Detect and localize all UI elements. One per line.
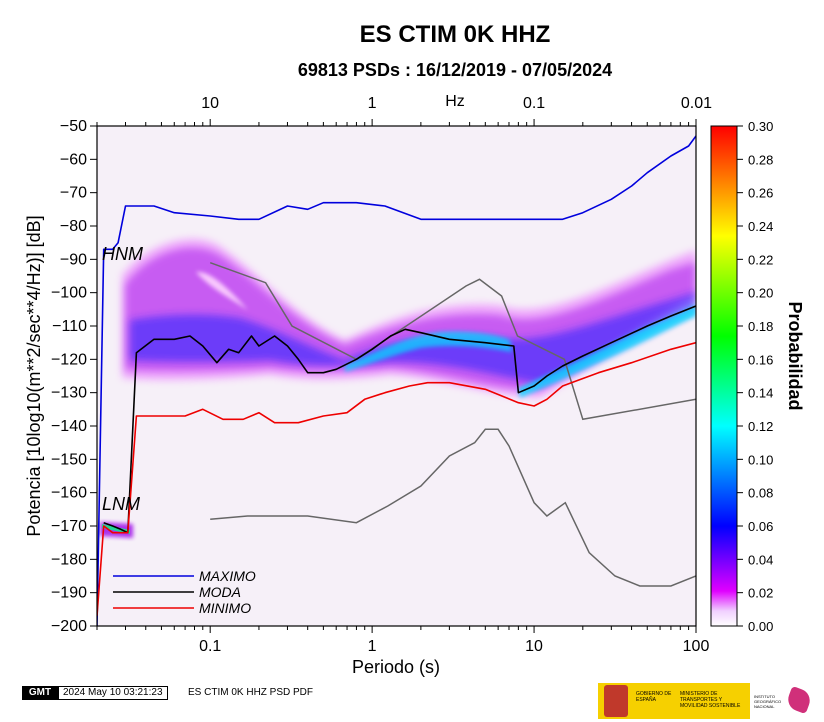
y-tick-label: −50 — [60, 118, 87, 135]
footer: GMT 2024 May 10 03:21:23 ES CTIM 0K HHZ … — [0, 680, 824, 722]
top-tick-label: 0.01 — [681, 95, 712, 112]
colorbar-tick-label: 0.04 — [748, 552, 773, 567]
ref-model-hnm — [209, 261, 696, 421]
colorbar-tick-label: 0.00 — [748, 619, 773, 634]
x-tick-label: 0.1 — [199, 638, 221, 655]
colorbar-tick-label: 0.30 — [748, 119, 773, 134]
y-tick-label: −190 — [51, 585, 87, 602]
coat-of-arms-icon — [604, 685, 628, 717]
y-axis-label: Potencia [10log10(m**2/sec**4/Hz)] [dB] — [24, 215, 44, 536]
y-tick-label: −80 — [60, 218, 87, 235]
chart-title: ES CTIM 0K HHZ — [360, 21, 551, 48]
y-tick-label: −100 — [51, 285, 87, 302]
timestamp: 2024 May 10 03:21:23 — [58, 686, 168, 700]
x-tick-label: 10 — [525, 638, 543, 655]
colorbar-tick-label: 0.12 — [748, 419, 773, 434]
logo-ministerio: MINISTERIO DE TRANSPORTES Y MOVILIDAD SO… — [680, 691, 741, 709]
logo-gobierno: GOBIERNO DE ESPAÑA — [636, 691, 672, 703]
y-tick-label: −170 — [51, 518, 87, 535]
colorbar-tick-label: 0.20 — [748, 286, 773, 301]
logo-ign: INSTITUTO GEOGRÁFICO NACIONAL — [754, 694, 782, 709]
top-axis-label: Hz — [445, 93, 465, 110]
legend-moda: MODA — [199, 584, 241, 600]
x-axis-label: Periodo (s) — [352, 657, 440, 677]
density-core — [130, 292, 696, 384]
colorbar-tick-label: 0.18 — [748, 319, 773, 334]
hnm-label: HNM — [102, 244, 143, 264]
series-lines — [97, 135, 696, 626]
colorbar-tick-label: 0.10 — [748, 452, 773, 467]
y-tick-label: −140 — [51, 418, 87, 435]
y-tick-label: −60 — [60, 151, 87, 168]
lnm-label: LNM — [102, 494, 140, 514]
probability-density — [97, 135, 696, 626]
y-tick-label: −200 — [51, 618, 87, 635]
top-tick-label: 1 — [368, 95, 377, 112]
legend-minimo: MINIMO — [199, 600, 251, 616]
y-tick-label: −180 — [51, 551, 87, 568]
colorbar — [710, 125, 738, 627]
y-tick-label: −120 — [51, 351, 87, 368]
ign-logo-icon — [784, 685, 814, 715]
y-tick-label: −110 — [52, 318, 87, 335]
y-tick-label: −130 — [51, 385, 87, 402]
legend: MAXIMO MODA MINIMO — [113, 568, 256, 616]
colorbar-tick-label: 0.02 — [748, 586, 773, 601]
gmt-logo: GMT — [22, 686, 58, 700]
colorbar-tick-label: 0.08 — [748, 486, 773, 501]
colorbar-tick-label: 0.16 — [748, 352, 773, 367]
colorbar-label: Probabilidad — [785, 301, 805, 410]
colorbar-tick-label: 0.28 — [748, 152, 773, 167]
y-tick-label: −160 — [51, 485, 87, 502]
ref-model-lnm — [210, 428, 696, 587]
x-axis-ticks: 0.1 1 10 100 — [96, 122, 710, 655]
top-tick-label: 0.1 — [523, 95, 545, 112]
series-maximo — [97, 135, 696, 626]
top-axis-ticks: 10 1 0.1 0.01 — [201, 95, 712, 126]
density-hole — [196, 271, 248, 310]
colorbar-ticks: 0.00 0.02 0.04 0.06 0.08 0.10 0.12 0.14 0.16 0.18… — [737, 119, 773, 634]
y-tick-label: −150 — [51, 451, 87, 468]
plot-frame — [96, 125, 697, 627]
x-tick-label: 1 — [368, 638, 377, 655]
colorbar-tick-label: 0.22 — [748, 252, 773, 267]
series-minimo — [97, 341, 696, 617]
colorbar-tick-label: 0.14 — [748, 386, 773, 401]
filename: ES CTIM 0K HHZ PSD PDF — [188, 687, 314, 698]
reference-models — [209, 261, 696, 587]
x-tick-label: 100 — [683, 638, 710, 655]
density-lnm-core — [102, 524, 130, 534]
colorbar-tick-label: 0.06 — [748, 519, 773, 534]
density-ridge-2 — [518, 305, 696, 398]
legend-maximo: MAXIMO — [199, 568, 256, 584]
y-tick-label: −70 — [60, 185, 87, 202]
colorbar-tick-label: 0.24 — [748, 219, 773, 234]
institution-logos: GOBIERNO DE ESPAÑA MINISTERIO DE TRANSPO… — [598, 681, 818, 721]
top-tick-label: 10 — [201, 95, 219, 112]
series-moda — [103, 305, 696, 534]
y-axis-ticks: −200 −190 −180 −170 −160 −150 −140 −130 −120 −110… — [51, 118, 97, 635]
chart-subtitle: 69813 PSDs : 16/12/2019 - 07/05/2024 — [298, 60, 612, 80]
y-tick-label: −90 — [60, 251, 87, 268]
colorbar-tick-label: 0.26 — [748, 186, 773, 201]
